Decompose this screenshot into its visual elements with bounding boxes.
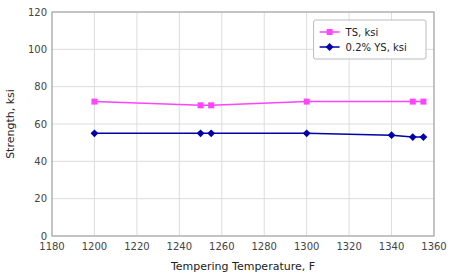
series-marker bbox=[207, 129, 215, 137]
legend-box bbox=[314, 20, 426, 59]
x-tick-label: 1260 bbox=[209, 241, 234, 252]
y-tick-label: 80 bbox=[34, 81, 47, 92]
y-grid-line bbox=[52, 86, 434, 87]
x-tick-label: 1340 bbox=[379, 241, 404, 252]
x-tick-label: 1200 bbox=[82, 241, 107, 252]
series-line bbox=[94, 102, 423, 106]
series-line bbox=[94, 133, 423, 137]
x-tick-label: 1360 bbox=[421, 241, 446, 252]
series-marker bbox=[388, 131, 396, 139]
series-marker bbox=[198, 102, 204, 108]
series-marker bbox=[420, 99, 426, 105]
x-tick-label: 1240 bbox=[167, 241, 192, 252]
series-marker bbox=[91, 129, 99, 137]
legend-swatch-marker bbox=[326, 43, 334, 51]
series-marker bbox=[410, 99, 416, 105]
x-axis-label: Tempering Temperature, F bbox=[170, 260, 315, 273]
plot-frame bbox=[52, 12, 434, 236]
y-tick-label: 60 bbox=[34, 119, 47, 130]
x-tick-label: 1320 bbox=[336, 241, 361, 252]
y-tick-label: 0 bbox=[41, 231, 47, 242]
legend-label: 0.2% YS, ksi bbox=[346, 42, 407, 53]
y-grid-line bbox=[52, 161, 434, 162]
series-marker bbox=[409, 133, 417, 141]
legend-swatch-marker bbox=[327, 29, 333, 35]
series-marker bbox=[197, 129, 205, 137]
series-marker bbox=[419, 133, 427, 141]
x-tick-label: 1300 bbox=[294, 241, 319, 252]
grid bbox=[52, 12, 434, 236]
y-tick-label: 40 bbox=[34, 156, 47, 167]
x-tick-label: 1280 bbox=[251, 241, 276, 252]
legend: TS, ksi 0.2% YS, ksi bbox=[314, 20, 426, 59]
y-grid-line bbox=[52, 198, 434, 199]
x-tick-label: 1220 bbox=[124, 241, 149, 252]
y-tick-label: 20 bbox=[34, 193, 47, 204]
y-axis-label: Strength, ksi bbox=[4, 89, 17, 159]
series-marker bbox=[303, 129, 311, 137]
data-area bbox=[91, 99, 428, 141]
series-marker bbox=[304, 99, 310, 105]
legend-label: TS, ksi bbox=[345, 27, 379, 38]
chart: 1180120012201240126012801300132013401360… bbox=[0, 0, 450, 278]
y-tick-label: 100 bbox=[28, 44, 47, 55]
y-tick-label: 120 bbox=[28, 7, 47, 18]
y-grid-line bbox=[52, 124, 434, 125]
tick-labels: 1180120012201240126012801300132013401360… bbox=[28, 7, 447, 253]
plot-background bbox=[52, 12, 434, 236]
series-marker bbox=[208, 102, 214, 108]
series-marker bbox=[91, 99, 97, 105]
x-tick-label: 1180 bbox=[39, 241, 64, 252]
